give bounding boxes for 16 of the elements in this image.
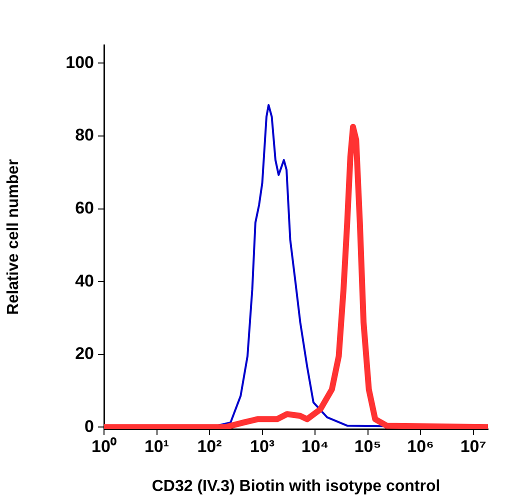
y-tick-label: 60: [75, 198, 94, 218]
x-tick-label: 10⁵: [354, 436, 382, 456]
y-axis-title: Relative cell number: [5, 159, 22, 315]
y-tick-label: 20: [75, 344, 94, 364]
x-tick-label: 10⁴: [301, 436, 329, 456]
y-tick-label: 0: [84, 416, 94, 436]
x-axis-title: CD32 (IV.3) Biotin with isotype control: [152, 478, 440, 495]
y-tick-label: 100: [66, 52, 94, 72]
y-tick-label: 40: [75, 271, 94, 290]
y-tick-label: 80: [75, 126, 94, 145]
x-tick-label: 10³: [250, 436, 275, 456]
x-tick-label: 10¹: [144, 436, 170, 456]
x-tick-label: 10⁷: [460, 436, 486, 456]
x-tick-label: 10⁰: [92, 436, 116, 456]
x-tick-label: 10²: [197, 436, 222, 456]
x-tick-label: 10⁶: [407, 436, 434, 456]
